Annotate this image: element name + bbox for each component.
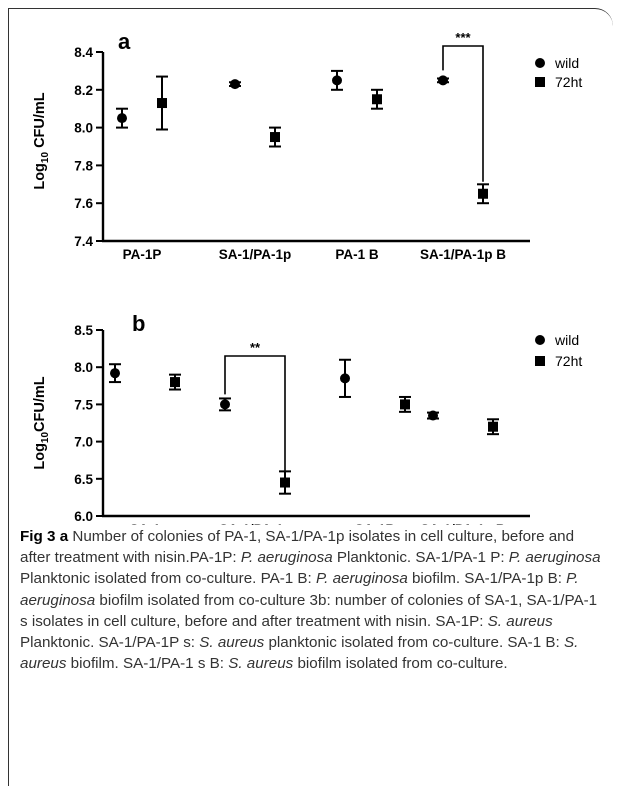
y-tick-label: 7.8: [74, 158, 93, 173]
x-tick-label: SA-1/PA-1p B: [420, 247, 506, 262]
y-axis-label: Log10CFU/mL: [32, 376, 51, 469]
chart-panel-a: 7.4 7.6 7.8 8.0 8.2 8.4 Log10 CFU/mL a PA-1P SA-1…: [32, 29, 582, 262]
data-point-wild: [438, 75, 448, 86]
caption-text: Planktonic. SA-1/PA-1 P:: [332, 549, 509, 567]
chart-panel-b: 6.0 6.5 7.0 7.5 8.0 8.5 Log10CFU/mL b SA-1 SA-1/P…: [32, 311, 582, 525]
legend-label-72ht: 72ht: [555, 74, 582, 90]
data-point-wild: [220, 399, 230, 410]
caption-text: Planktonic isolated from co-culture. PA-…: [20, 570, 316, 588]
caption-text: biofilm. SA-1/PA-1 s B:: [66, 655, 229, 673]
x-tick-label: PA-1P: [123, 247, 162, 262]
y-tick-label: 8.2: [74, 83, 93, 98]
legend-label-72ht: 72ht: [555, 353, 582, 369]
y-tick-label: 7.5: [74, 397, 93, 412]
caption-text: planktonic isolated from co-culture. SA-…: [264, 634, 564, 652]
data-point-wild: [117, 113, 127, 124]
y-tick-label: 6.5: [74, 472, 93, 487]
significance-bracket: [224, 355, 286, 471]
data-point-wild: [230, 79, 240, 90]
species-name: S. aureus: [20, 634, 579, 673]
legend-label-wild: wild: [554, 332, 579, 348]
species-name: P. aeruginosa: [316, 570, 408, 588]
species-name: S. aureus: [487, 612, 553, 630]
y-tick-label: 7.4: [74, 234, 93, 249]
legend-marker-72ht: [535, 77, 545, 87]
caption-text: Planktonic. SA-1/PA-1P s:: [20, 634, 200, 652]
figure-caption: Fig 3 a Number of colonies of PA-1, SA-1…: [20, 526, 605, 674]
data-point-wild: [340, 373, 350, 384]
significance-label: **: [250, 340, 261, 355]
significance-bracket: [442, 45, 484, 182]
species-name: S. aureus: [199, 634, 265, 652]
caption-text: biofilm. SA-1/PA-1p B:: [407, 570, 567, 588]
x-tick-label: PA-1 B: [335, 247, 379, 262]
data-point-wild: [428, 410, 438, 421]
caption-text: a: [59, 528, 69, 545]
y-tick-label: 7.0: [74, 435, 93, 450]
caption-text: biofilm isolated from co-culture.: [293, 655, 508, 673]
data-point-72ht: [157, 98, 167, 109]
x-tick-label: SA-1/PA-1p: [219, 247, 292, 262]
figure-frame: [8, 8, 613, 786]
legend-marker-72ht: [535, 356, 545, 366]
y-tick-label: 8.4: [74, 45, 93, 60]
y-tick-label: 8.0: [74, 121, 93, 136]
figure-label: Fig 3: [20, 528, 56, 545]
data-point-72ht: [372, 94, 382, 105]
legend-marker-wild: [535, 58, 545, 68]
y-tick-label: 6.0: [74, 509, 93, 524]
data-point-wild: [110, 368, 120, 379]
data-point-wild: [332, 75, 342, 86]
data-point-72ht: [270, 132, 280, 143]
y-tick-label: 8.5: [74, 323, 93, 338]
data-point-72ht: [478, 188, 488, 199]
y-axis-label: Log10 CFU/mL: [32, 92, 51, 189]
x-tick-label: SA-1B: [355, 522, 396, 525]
legend-label-wild: wild: [554, 55, 579, 71]
species-name: P. aeruginosa: [20, 570, 579, 609]
data-point-72ht: [400, 399, 410, 410]
x-tick-label: SA-1: [130, 522, 161, 525]
x-tick-label: SA-1/PA-1s: [219, 522, 291, 525]
y-tick-label: 8.0: [74, 360, 93, 375]
caption-text: biofilm isolated from co-culture 3b: num…: [20, 591, 598, 630]
panel-label: b: [132, 311, 145, 336]
species-name: P. aeruginosa: [508, 549, 601, 567]
legend-marker-wild: [535, 335, 545, 345]
species-name: P. aeruginosa: [240, 549, 333, 567]
panel-label: a: [118, 29, 131, 54]
caption-text: Number of colonies of PA-1, SA-1/PA-1p i…: [20, 528, 575, 567]
data-point-72ht: [280, 477, 290, 488]
y-tick-label: 7.6: [74, 196, 93, 211]
data-point-72ht: [170, 377, 180, 388]
species-name: S. aureus: [228, 655, 294, 673]
x-tick-label: SA-1/PA-1s B: [420, 522, 506, 525]
data-point-72ht: [488, 421, 498, 432]
significance-label: ***: [455, 30, 471, 45]
